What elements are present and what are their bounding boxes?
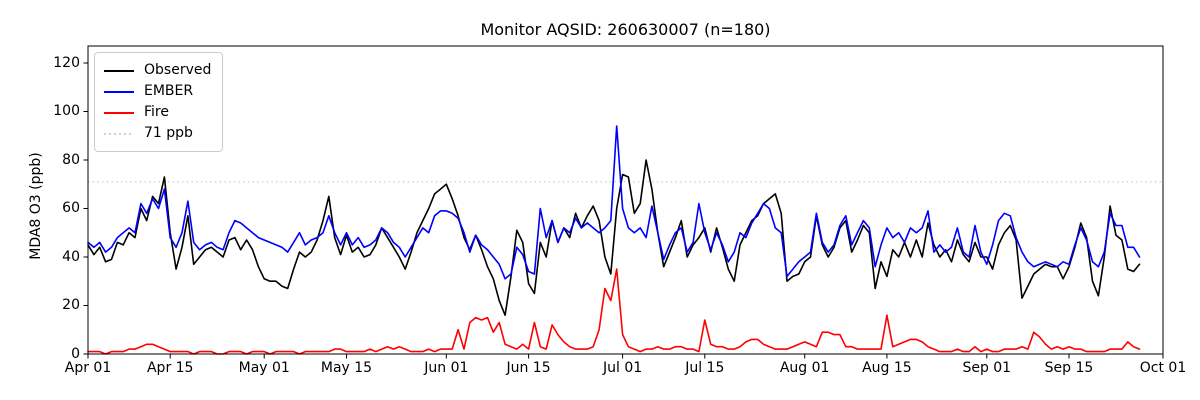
legend-label-observed: Observed <box>144 62 212 78</box>
legend-label-fire: Fire <box>144 104 169 120</box>
y-tick-label: 120 <box>53 54 80 71</box>
series-fire-line <box>87 268 1141 355</box>
x-tick-label: Apr 15 <box>146 360 194 376</box>
reference-line-swatch <box>104 132 134 135</box>
chart-title: Monitor AQSID: 260630007 (n=180) <box>480 20 771 39</box>
x-tick-label: Jul 15 <box>685 360 725 376</box>
x-tick-label: Aug 01 <box>779 360 830 376</box>
x-tick-label: May 15 <box>320 360 373 376</box>
x-tick-label: Jul 01 <box>602 360 643 376</box>
ember-line-swatch <box>104 90 134 93</box>
legend-item-reference-line: 71 ppb <box>104 123 211 144</box>
y-tick-label: 20 <box>62 297 80 314</box>
y-tick-label: 60 <box>62 200 80 217</box>
y-tick-label: 40 <box>62 248 80 265</box>
x-tick-label: May 01 <box>238 360 290 376</box>
observed-line-swatch <box>104 69 134 72</box>
legend-label-ember: EMBER <box>144 83 194 99</box>
legend-item-ember: EMBER <box>104 81 211 102</box>
legend: Observed EMBER Fire 71 ppb <box>94 52 224 152</box>
x-tick-label: Jun 01 <box>424 360 469 376</box>
x-tick-label: Aug 15 <box>862 360 912 376</box>
x-tick-label: Sep 01 <box>962 360 1012 376</box>
legend-item-fire: Fire <box>104 102 211 123</box>
x-tick-label: Sep 15 <box>1044 360 1094 376</box>
y-tick-label: 80 <box>62 151 80 168</box>
y-tick-label: 0 <box>71 346 80 362</box>
y-tick-label: 100 <box>53 103 80 120</box>
x-tick-label: Jun 15 <box>506 360 551 376</box>
axes-border <box>87 45 1164 355</box>
x-tick-label: Oct 01 <box>1139 360 1187 376</box>
legend-label-reference: 71 ppb <box>144 125 193 141</box>
series-ember-line <box>87 125 1141 280</box>
x-tick-label: Apr 01 <box>64 360 112 376</box>
fire-line-swatch <box>104 111 134 114</box>
series-observed-line <box>87 159 1141 317</box>
legend-item-observed: Observed <box>104 60 211 81</box>
